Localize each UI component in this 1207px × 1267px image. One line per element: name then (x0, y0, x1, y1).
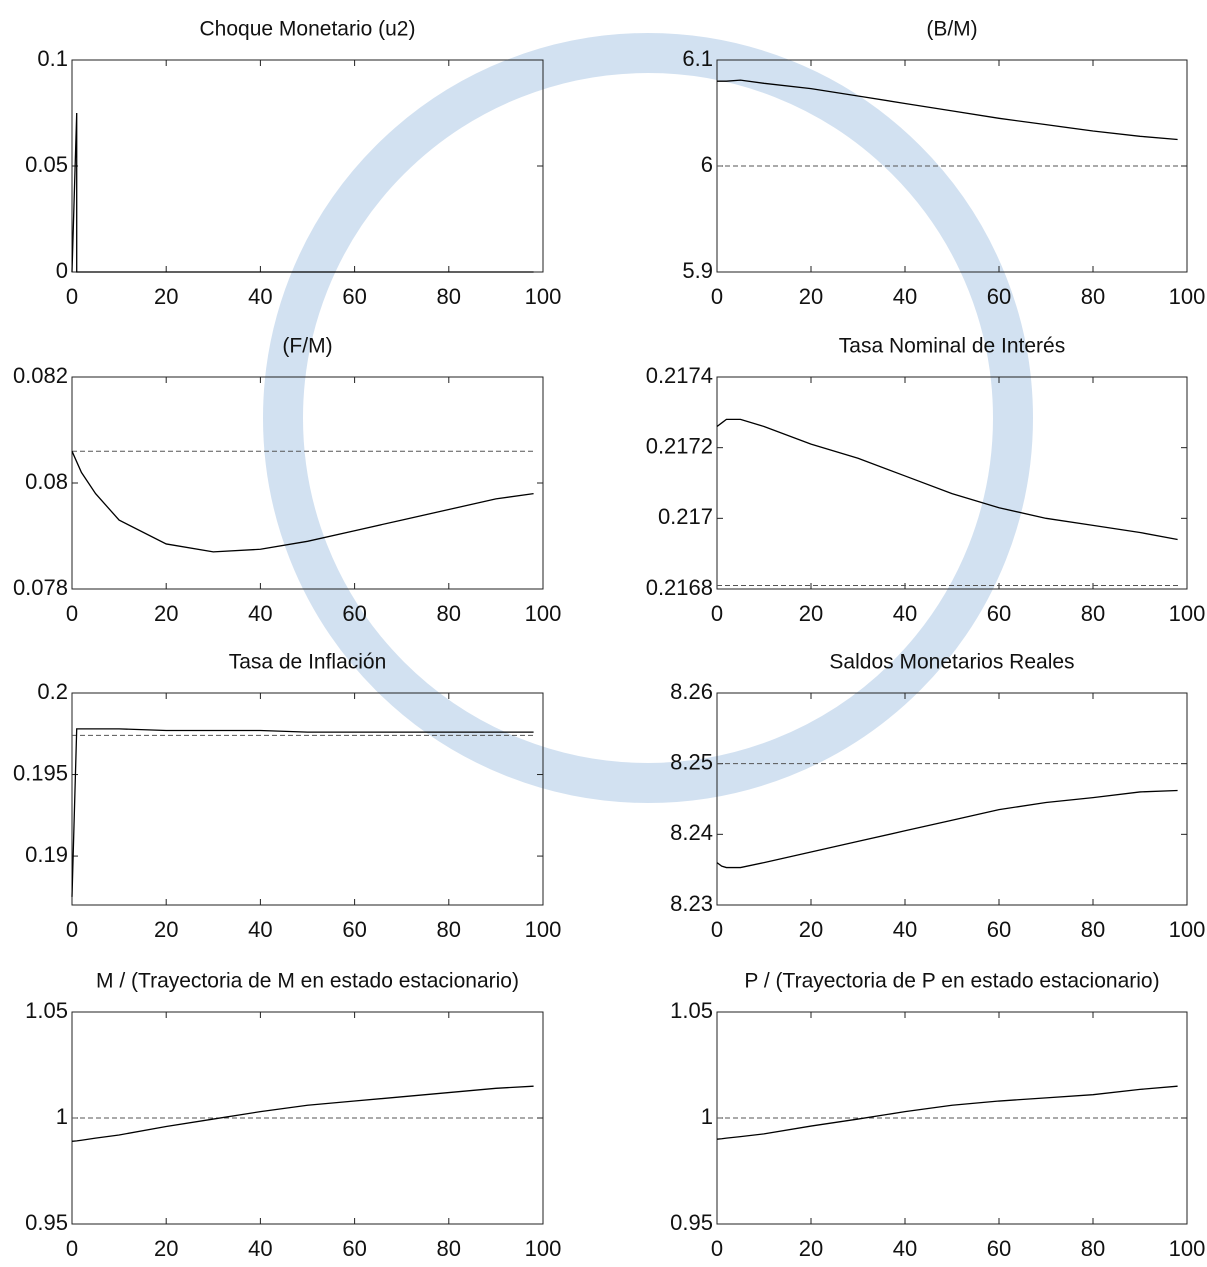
x-tick-label: 100 (525, 917, 562, 942)
x-tick-label: 100 (1169, 284, 1206, 309)
chart-title: P / (Trayectoria de P en estado estacion… (744, 970, 1159, 993)
data-line (71, 728, 534, 897)
watermark-ring (263, 33, 1033, 803)
x-tick-label: 80 (437, 284, 461, 309)
x-tick-label: 100 (1169, 601, 1206, 626)
x-tick-label: 80 (437, 601, 461, 626)
x-tick-label: 20 (799, 917, 823, 942)
x-tick-label: 80 (1081, 284, 1105, 309)
x-tick-label: 80 (437, 917, 461, 942)
x-tick-label: 100 (525, 284, 562, 309)
y-tick-label: 1.05 (25, 998, 68, 1023)
x-tick-label: 20 (154, 601, 178, 626)
data-line (716, 789, 1178, 869)
x-tick-label: 40 (248, 1236, 272, 1261)
y-tick-label: 1 (56, 1104, 68, 1129)
data-line (71, 450, 534, 553)
x-tick-label: 60 (987, 284, 1011, 309)
y-tick-label: 0.2174 (646, 363, 713, 388)
x-tick-label: 40 (248, 601, 272, 626)
x-tick-label: 60 (342, 1236, 366, 1261)
y-tick-label: 0.1 (37, 46, 68, 71)
x-tick-label: 20 (799, 1236, 823, 1261)
x-tick-label: 60 (987, 1236, 1011, 1261)
plot-frame (716, 376, 1188, 590)
y-tick-label: 0.078 (13, 575, 68, 600)
plot-frame (716, 692, 1188, 906)
data-line (71, 112, 534, 273)
x-tick-label: 0 (66, 1236, 78, 1261)
x-tick-label: 40 (893, 284, 917, 309)
x-tick-label: 100 (1169, 917, 1206, 942)
x-tick-label: 0 (711, 1236, 723, 1261)
x-tick-label: 80 (1081, 601, 1105, 626)
x-tick-label: 40 (248, 917, 272, 942)
y-tick-label: 5.9 (682, 258, 713, 283)
y-tick-label: 1 (701, 1104, 713, 1129)
x-tick-label: 40 (893, 601, 917, 626)
chart-title: Choque Monetario (u2) (200, 18, 416, 41)
y-tick-label: 8.23 (670, 891, 713, 916)
y-tick-label: 8.24 (670, 820, 713, 845)
plot-frame (71, 692, 544, 906)
y-tick-label: 6.1 (682, 46, 713, 71)
y-tick-label: 0.2 (37, 679, 68, 704)
x-tick-label: 20 (154, 284, 178, 309)
y-tick-label: 0.2168 (646, 575, 713, 600)
x-tick-label: 20 (799, 601, 823, 626)
x-tick-label: 40 (248, 284, 272, 309)
x-tick-label: 60 (342, 917, 366, 942)
y-tick-label: 8.26 (670, 679, 713, 704)
x-tick-label: 0 (66, 601, 78, 626)
x-tick-label: 100 (525, 601, 562, 626)
y-tick-label: 6 (701, 152, 713, 177)
x-tick-label: 0 (66, 917, 78, 942)
x-tick-label: 80 (1081, 917, 1105, 942)
y-tick-label: 0.05 (25, 152, 68, 177)
watermark (263, 33, 1033, 803)
x-tick-label: 60 (987, 917, 1011, 942)
chart-title: (F/M) (282, 335, 332, 358)
x-tick-label: 40 (893, 917, 917, 942)
chart-title: Tasa Nominal de Interés (839, 335, 1065, 358)
x-tick-label: 80 (437, 1236, 461, 1261)
x-tick-label: 20 (799, 284, 823, 309)
y-tick-label: 0.19 (25, 842, 68, 867)
x-tick-label: 0 (711, 284, 723, 309)
chart-title: M / (Trayectoria de M en estado estacion… (96, 970, 519, 993)
y-tick-label: 0.08 (25, 469, 68, 494)
x-tick-label: 60 (987, 601, 1011, 626)
y-tick-label: 8.25 (670, 749, 713, 774)
data-line (716, 418, 1178, 541)
x-tick-label: 80 (1081, 1236, 1105, 1261)
chart-title: (B/M) (926, 18, 977, 41)
x-tick-label: 20 (154, 1236, 178, 1261)
x-tick-label: 0 (711, 601, 723, 626)
y-tick-label: 0.195 (13, 760, 68, 785)
x-tick-label: 60 (342, 284, 366, 309)
y-tick-label: 1.05 (670, 998, 713, 1023)
x-tick-label: 20 (154, 917, 178, 942)
x-tick-label: 0 (66, 284, 78, 309)
x-tick-label: 40 (893, 1236, 917, 1261)
data-line (71, 1085, 534, 1142)
data-line (717, 79, 1178, 141)
y-tick-label: 0.217 (658, 504, 713, 529)
y-tick-label: 0.95 (670, 1210, 713, 1235)
y-tick-label: 0 (56, 258, 68, 283)
x-tick-label: 0 (711, 917, 723, 942)
y-tick-label: 0.082 (13, 363, 68, 388)
x-tick-label: 100 (525, 1236, 562, 1261)
y-tick-label: 0.2172 (646, 433, 713, 458)
y-tick-label: 0.95 (25, 1210, 68, 1235)
chart-title: Saldos Monetarios Reales (829, 651, 1074, 674)
x-tick-label: 100 (1169, 1236, 1206, 1261)
data-line (716, 1085, 1178, 1140)
x-tick-label: 60 (342, 601, 366, 626)
chart-title: Tasa de Inflación (229, 651, 387, 674)
